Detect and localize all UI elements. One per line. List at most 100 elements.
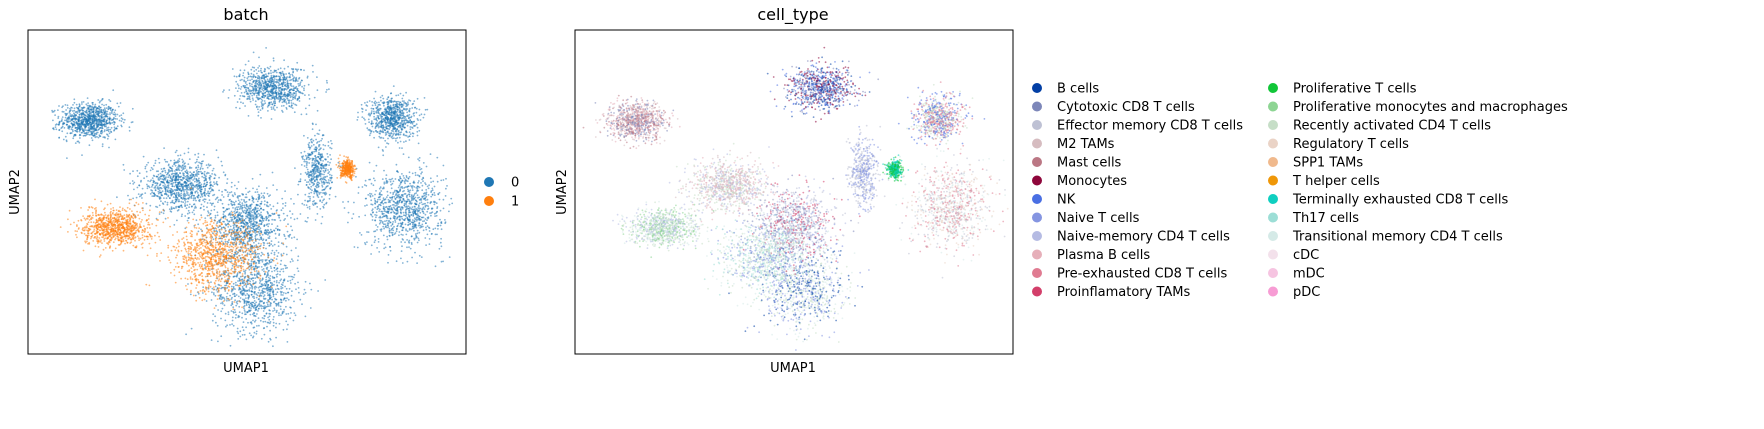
umap-point: [258, 214, 261, 217]
umap-point: [243, 333, 246, 336]
umap-point: [91, 122, 94, 125]
umap-point: [398, 231, 401, 233]
umap-point: [230, 218, 233, 221]
umap-point: [258, 260, 260, 263]
umap-point: [174, 172, 177, 175]
umap-point: [66, 107, 69, 109]
umap-point: [282, 279, 285, 282]
umap-point: [86, 113, 89, 115]
umap-point: [167, 168, 170, 171]
umap-point: [265, 233, 268, 236]
umap-point: [384, 206, 387, 209]
umap-point: [351, 217, 353, 220]
umap-point: [200, 165, 203, 167]
umap-point: [421, 216, 423, 219]
umap-point: [300, 151, 303, 154]
umap-point: [258, 252, 260, 255]
umap-point: [245, 221, 248, 224]
umap-point: [281, 287, 284, 289]
umap-point: [286, 230, 289, 233]
umap-point: [307, 181, 310, 183]
umap-point: [264, 297, 267, 300]
umap-point: [379, 195, 382, 198]
umap-point: [235, 250, 238, 253]
umap-point: [377, 238, 380, 240]
umap-point: [102, 109, 105, 111]
umap-point: [296, 238, 298, 241]
umap-point: [375, 164, 378, 167]
umap-point: [196, 187, 199, 189]
umap-point: [209, 177, 211, 179]
umap-point: [53, 128, 55, 131]
umap-point: [408, 246, 410, 249]
umap-point: [114, 138, 117, 141]
umap-point: [174, 164, 177, 167]
umap-point: [151, 195, 154, 198]
umap-point: [248, 217, 251, 220]
umap-point: [226, 299, 228, 302]
umap-point: [147, 161, 150, 164]
umap-point: [180, 204, 183, 207]
umap-point: [314, 166, 317, 168]
umap-point: [71, 114, 73, 116]
umap-point: [291, 278, 294, 281]
umap-point: [215, 289, 218, 291]
umap-point: [436, 156, 439, 159]
umap-point: [262, 310, 265, 312]
umap-point: [241, 289, 244, 292]
umap-point: [307, 152, 309, 155]
umap-point: [174, 170, 176, 172]
umap-point: [166, 190, 169, 193]
umap-point: [244, 311, 246, 313]
umap-point: [170, 208, 173, 211]
umap-point: [424, 218, 427, 220]
umap-point: [269, 313, 272, 315]
umap-point: [373, 170, 375, 172]
umap-point: [229, 344, 232, 347]
umap-point: [258, 185, 260, 188]
umap-point: [100, 124, 103, 127]
umap-point: [174, 151, 177, 154]
umap-point: [433, 192, 436, 194]
umap-point: [284, 237, 287, 240]
umap-point: [266, 211, 269, 214]
umap-point: [261, 253, 264, 256]
umap-point: [224, 319, 227, 322]
umap-point: [267, 316, 269, 319]
umap-point: [391, 233, 394, 236]
umap-point: [264, 320, 267, 323]
umap-point: [69, 132, 72, 135]
umap-point: [370, 199, 373, 202]
umap-point: [268, 259, 271, 262]
umap-point: [229, 228, 232, 231]
umap-point: [316, 132, 319, 135]
umap-point: [398, 193, 400, 196]
umap-point: [329, 173, 331, 176]
umap-point: [150, 179, 153, 182]
umap-point: [414, 233, 417, 235]
umap-point: [180, 215, 183, 218]
umap-point: [417, 158, 419, 161]
umap-point: [324, 178, 326, 181]
umap-point: [409, 189, 412, 192]
umap-point: [358, 215, 360, 218]
umap-point: [175, 184, 178, 186]
umap-point: [212, 189, 215, 192]
umap-point: [415, 234, 417, 237]
umap-point: [293, 300, 295, 303]
umap-point: [377, 241, 380, 243]
umap-point: [288, 287, 291, 290]
umap-point: [374, 100, 377, 103]
umap-point: [321, 216, 324, 218]
umap-point: [385, 182, 387, 184]
umap-point: [62, 138, 65, 141]
umap-point: [251, 296, 254, 298]
umap-point: [157, 170, 160, 173]
umap-point: [188, 177, 191, 180]
umap-point: [304, 179, 307, 182]
umap-point: [195, 184, 198, 187]
umap-point: [313, 179, 316, 182]
umap-point: [267, 340, 270, 343]
umap-point: [103, 117, 106, 120]
umap-point: [388, 207, 391, 210]
